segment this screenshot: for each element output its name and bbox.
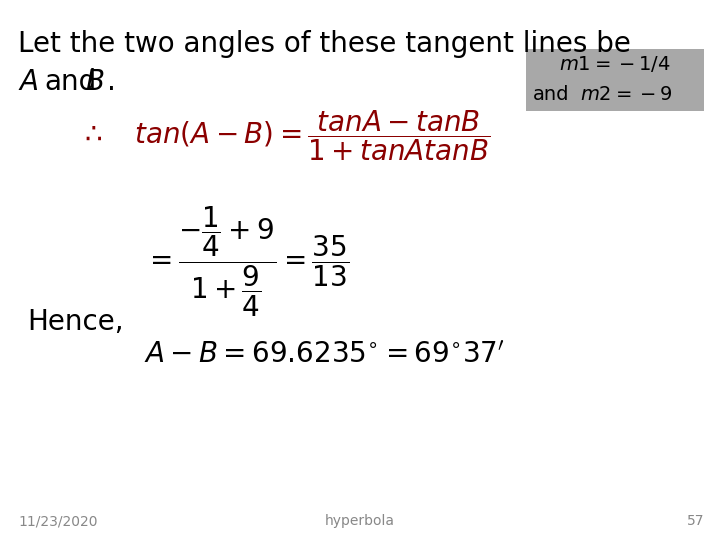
Text: $A-B=69.6235^{\circ}=69^{\circ}37'$: $A-B=69.6235^{\circ}=69^{\circ}37'$ — [144, 340, 505, 368]
Text: and: and — [533, 85, 570, 104]
Text: and: and — [45, 68, 97, 96]
Text: $\mathbf{\mathit{m1=-1/4}}$: $\mathbf{\mathit{m1=-1/4}}$ — [559, 54, 670, 74]
Text: $\therefore \quad \mathit{tan}(A-B)=\dfrac{\mathit{tanA}-\mathit{tanB}}{1+\mathi: $\therefore \quad \mathit{tan}(A-B)=\dfr… — [79, 108, 490, 163]
Text: $\mathbf{\mathit{A}}$: $\mathbf{\mathit{A}}$ — [18, 68, 39, 96]
Text: Let the two angles of these tangent lines be: Let the two angles of these tangent line… — [18, 30, 631, 58]
Text: hyperbola: hyperbola — [325, 514, 395, 528]
Text: .: . — [107, 68, 115, 96]
Text: $=\dfrac{-\dfrac{1}{4}+9}{1+\dfrac{9}{4}}=\dfrac{35}{13}$: $=\dfrac{-\dfrac{1}{4}+9}{1+\dfrac{9}{4}… — [144, 205, 349, 319]
Text: $\mathbf{\mathit{B}}$: $\mathbf{\mathit{B}}$ — [85, 68, 104, 96]
Text: Hence,: Hence, — [27, 308, 124, 336]
Text: 11/23/2020: 11/23/2020 — [18, 514, 97, 528]
Text: $\mathbf{\mathit{m2=-9}}$: $\mathbf{\mathit{m2=-9}}$ — [580, 85, 672, 104]
Text: 57: 57 — [687, 514, 704, 528]
